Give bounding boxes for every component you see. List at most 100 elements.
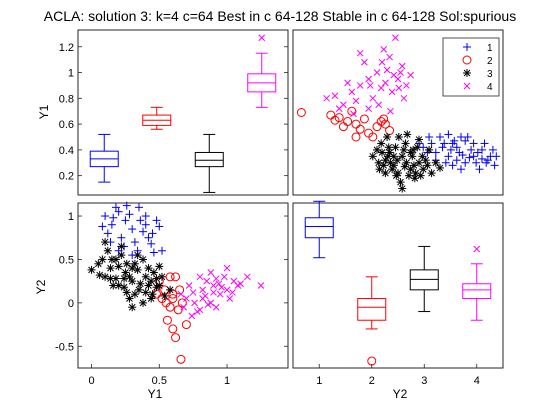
point-scatter-y2-s3-0 <box>87 265 96 274</box>
point-scatter-y1-s1-40 <box>492 152 501 161</box>
point-scatter-y1-s4-30 <box>323 94 330 102</box>
point-scatter-y1-s1-3 <box>465 153 474 162</box>
point-scatter-y2-s4-7 <box>189 289 197 296</box>
point-scatter-y2-s4-9 <box>212 303 220 311</box>
point-scatter-y2-s4-0 <box>196 273 204 281</box>
point-scatter-y2-s4-26 <box>210 289 217 296</box>
point-scatter-y2-s3-18 <box>139 298 148 307</box>
point-scatter-y1-s4-20 <box>392 34 399 42</box>
point-scatter-y2-s4-30 <box>229 289 236 296</box>
point-scatter-y2-s2-10 <box>173 305 183 315</box>
point-scatter-y2-s4-27 <box>257 282 265 289</box>
point-scatter-y2-s4-14 <box>199 286 206 294</box>
point-scatter-y2-s2-8 <box>162 315 172 325</box>
point-scatter-y1-s4-16 <box>388 88 396 96</box>
point-scatter-y1-s2-0 <box>296 108 306 117</box>
panel-scatter-y2-ylabel: Y2 <box>34 279 48 294</box>
point-scatter-y1-s1-15 <box>490 161 499 170</box>
point-scatter-y1-s3-6 <box>377 139 386 148</box>
point-scatter-y2-s1-13 <box>158 246 166 255</box>
point-scatter-y1-s4-11 <box>369 94 377 102</box>
point-scatter-y2-s1-17 <box>152 216 161 225</box>
panel-box-y1-frame <box>77 29 289 196</box>
point-scatter-y1-s4-21 <box>383 66 391 74</box>
legend-label-2: 2 <box>487 56 493 67</box>
point-scatter-y1-s1-27 <box>475 165 484 174</box>
point-scatter-y1-s4-9 <box>386 53 393 61</box>
panel-box-y2-frame <box>292 202 504 369</box>
legend-marker-1 <box>463 43 471 51</box>
point-scatter-y2-s3-25 <box>160 291 169 300</box>
point-scatter-y2-s4-21 <box>218 283 225 291</box>
point-scatter-y1-s4-13 <box>352 97 360 105</box>
point-scatter-y1-s4-8 <box>377 84 385 92</box>
point-scatter-y1-s1-35 <box>469 152 478 161</box>
point-scatter-y1-s1-19 <box>427 139 436 148</box>
point-scatter-y1-s4-29 <box>378 58 386 66</box>
point-scatter-y2-s4-2 <box>210 282 217 289</box>
point-scatter-y2-s4-31 <box>177 290 185 298</box>
point-scatter-y1-s3-48 <box>415 135 423 144</box>
point-scatter-y1-s3-46 <box>383 152 392 161</box>
point-scatter-y1-s4-22 <box>356 49 364 57</box>
point-scatter-y1-s3-12 <box>368 152 377 161</box>
panel-box-y1: 0.2 0.4 0.6 0.8 1 1.2 Y1 <box>37 29 289 196</box>
point-scatter-y2-s3-30 <box>109 281 118 290</box>
xtick-label-box-y2-2: 3 <box>421 375 427 387</box>
point-scatter-y1-s1-22 <box>463 132 472 141</box>
point-scatter-y1-s3-44 <box>409 145 418 154</box>
point-scatter-y2-s4-28 <box>188 312 196 320</box>
point-scatter-y2-s4-3 <box>216 290 224 298</box>
point-scatter-y2-s1-11 <box>130 238 139 247</box>
point-scatter-y1-s1-0 <box>444 152 453 161</box>
point-scatter-y2-s3-45 <box>144 281 153 290</box>
point-scatter-y2-s3-27 <box>122 288 131 297</box>
box-box-y2-group-2 <box>357 276 387 330</box>
point-scatter-y2-s4-33 <box>199 295 206 302</box>
point-scatter-y1-s4-15 <box>365 105 372 112</box>
point-scatter-y2-s3-23 <box>133 265 142 274</box>
point-scatter-y1-s4-31 <box>387 107 394 115</box>
point-scatter-y2-s3-29 <box>149 268 158 277</box>
point-scatter-y1-s1-31 <box>488 145 497 154</box>
point-scatter-y1-s1-36 <box>444 130 453 139</box>
point-scatter-y1-s1-11 <box>478 145 486 154</box>
point-scatter-y1-s1-1 <box>452 143 461 152</box>
point-scatter-y2-s1-6 <box>141 220 150 229</box>
point-scatter-y2-s4-1 <box>203 277 211 285</box>
point-scatter-y2-s2-17 <box>168 294 178 304</box>
point-scatter-y1-s3-40 <box>378 148 387 157</box>
point-scatter-y1-s3-21 <box>396 178 405 187</box>
point-scatter-y2-s1-12 <box>144 233 153 242</box>
ytick-label-scatter-y2-3: 1 <box>68 211 74 223</box>
point-scatter-y2-s2-11 <box>177 298 187 308</box>
point-scatter-y1-s3-27 <box>401 139 410 148</box>
point-scatter-y2-s1-7 <box>148 229 157 238</box>
ytick-label-scatter-y2-0: -0.5 <box>55 341 74 353</box>
point-scatter-y1-s3-15 <box>399 145 408 154</box>
point-scatter-y2-s1-23 <box>109 213 118 222</box>
point-scatter-y1-s4-2 <box>373 69 381 76</box>
point-scatter-y1-s1-23 <box>480 139 489 148</box>
panel-scatter-y2: -0.5 0 0.5 1 0 0.5 1 Y1 Y2 <box>34 201 289 401</box>
point-scatter-y1-s2-13 <box>359 114 369 124</box>
point-scatter-y1-s4-1 <box>365 75 372 83</box>
point-scatter-y1-s3-24 <box>374 158 383 167</box>
point-scatter-y2-s3-34 <box>125 272 134 281</box>
point-scatter-y1-s2-9 <box>338 122 348 132</box>
xtick-label-box-y2-0: 1 <box>316 375 322 387</box>
legend-label-1: 1 <box>487 43 493 54</box>
point-scatter-y1-s4-5 <box>398 62 406 70</box>
ytick-label-box-y1-1: 0.4 <box>59 145 74 157</box>
point-scatter-y1-s1-13 <box>452 156 461 165</box>
point-scatter-y2-s3-12 <box>117 251 126 260</box>
point-scatter-y1-s3-39 <box>386 158 395 167</box>
point-scatter-y1-s4-10 <box>394 75 402 83</box>
legend-label-3: 3 <box>487 69 493 80</box>
point-scatter-y1-s4-19 <box>344 79 351 87</box>
xtick-label-scatter-y2-2: 1 <box>224 375 230 387</box>
point-scatter-y1-s3-38 <box>411 169 420 178</box>
point-scatter-y2-s3-20 <box>98 255 107 264</box>
point-scatter-y1-s4-28 <box>350 110 357 118</box>
point-scatter-y2-s4-22 <box>237 280 244 288</box>
